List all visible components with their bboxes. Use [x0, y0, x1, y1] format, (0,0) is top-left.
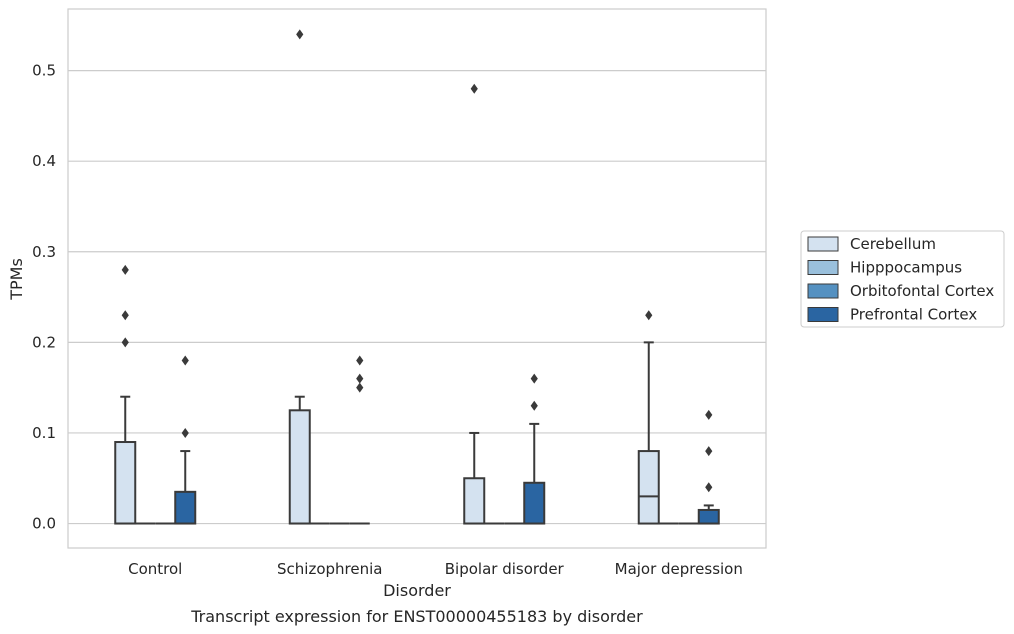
- x-tick-label: Bipolar disorder: [445, 560, 565, 578]
- box-group: [463, 83, 486, 525]
- plot-frame: [67, 8, 767, 549]
- legend-label: Orbitofontal Cortex: [850, 282, 994, 300]
- box-group: [288, 29, 311, 525]
- outlier-point: [356, 382, 364, 393]
- outlier-point: [181, 427, 189, 438]
- box-group: [349, 355, 370, 525]
- legend-swatch: [807, 236, 839, 252]
- outlier-point: [530, 373, 538, 384]
- box: [637, 450, 660, 525]
- box-group: [697, 409, 720, 525]
- legend-label: Hipppocampus: [850, 259, 962, 277]
- x-axis-label: Disorder: [383, 581, 451, 600]
- y-tick-labels: 0.0 0.1 0.2 0.3 0.4 0.5: [32, 62, 56, 533]
- outlier-point: [181, 355, 189, 366]
- box-group: [174, 355, 197, 525]
- outlier-point: [470, 83, 478, 94]
- box: [463, 477, 486, 525]
- outlier-point: [530, 400, 538, 411]
- legend-swatch: [807, 307, 839, 322]
- legend-swatch: [807, 260, 839, 275]
- chart-caption: Transcript expression for ENST0000045518…: [190, 607, 643, 626]
- y-tick-label: 0.0: [32, 515, 56, 533]
- box-group: [637, 310, 660, 525]
- y-tick-label: 0.1: [32, 424, 56, 442]
- y-tick-label: 0.5: [32, 62, 56, 80]
- legend: Cerebellum Hipppocampus Orbitofontal Corte…: [800, 230, 1005, 328]
- box: [174, 490, 197, 525]
- x-tick-labels: Control Schizophrenia Bipolar disorder Majo…: [128, 560, 743, 578]
- legend-swatch: [807, 283, 839, 299]
- y-tick-label: 0.2: [32, 333, 56, 351]
- y-axis-label: TPMs: [7, 258, 26, 301]
- legend-frame: [800, 230, 1005, 328]
- outlier-point: [705, 409, 713, 420]
- outlier-point: [705, 482, 713, 493]
- box: [114, 441, 137, 525]
- box: [288, 409, 311, 525]
- outlier-point: [121, 310, 129, 321]
- y-tick-label: 0.4: [32, 152, 56, 170]
- y-gridlines: [68, 69, 766, 525]
- outlier-point: [705, 446, 713, 457]
- box-group: [523, 373, 546, 525]
- outlier-point: [356, 373, 364, 384]
- outlier-point: [121, 337, 129, 348]
- box: [697, 508, 720, 525]
- x-tick-label: Schizophrenia: [277, 560, 382, 578]
- legend-label: Cerebellum: [850, 235, 936, 253]
- y-tick-label: 0.3: [32, 243, 56, 261]
- outlier-point: [121, 264, 129, 275]
- box: [523, 481, 546, 525]
- x-tick-label: Major depression: [615, 560, 743, 578]
- legend-label: Prefrontal Cortex: [850, 306, 977, 324]
- outlier-point: [356, 355, 364, 366]
- outlier-point: [645, 310, 653, 321]
- plot-area: [114, 29, 720, 525]
- outlier-point: [296, 29, 304, 40]
- x-tick-label: Control: [128, 560, 182, 578]
- box-group: [114, 264, 137, 525]
